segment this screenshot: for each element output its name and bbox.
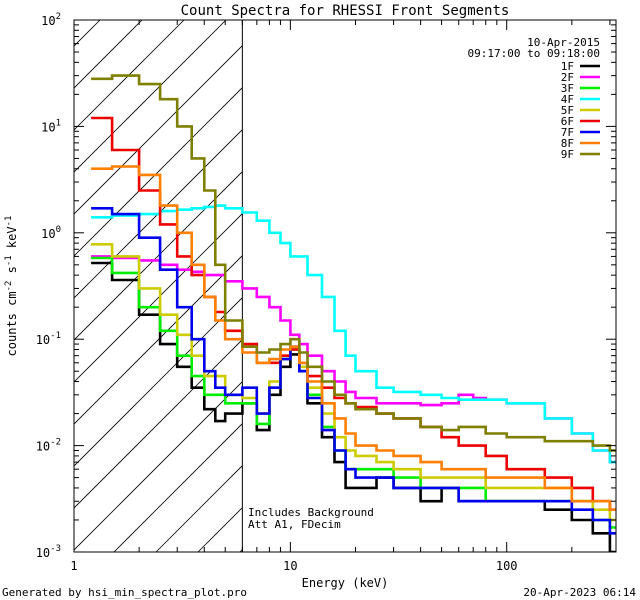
y-tick-label: 10-1 <box>36 331 61 347</box>
y-axis-label: counts cm-2 s-1 keV-1 <box>4 216 19 357</box>
y-tick-label: 10-3 <box>36 544 61 560</box>
y-tick-label: 10-2 <box>36 438 61 454</box>
x-tick-label: 10 <box>283 559 297 573</box>
legend-label-5F: 5F <box>561 104 574 117</box>
legend-label-2F: 2F <box>561 71 574 84</box>
y-tick-exp: -2 <box>50 438 61 448</box>
chart-title: Count Spectra for RHESSI Front Segments <box>181 3 510 19</box>
background-annotation: Includes Background <box>248 506 374 519</box>
y-tick-base: 10 <box>36 440 50 454</box>
y-label-exp-3: -1 <box>4 216 14 227</box>
hatch-line <box>74 297 243 467</box>
hatch-line <box>618 0 640 552</box>
plot-frame <box>73 19 617 553</box>
y-tick-base: 10 <box>36 333 50 347</box>
x-tick-label: 1 <box>70 559 77 573</box>
series-4F-line <box>91 204 616 464</box>
series-layer <box>91 74 616 552</box>
y-tick-label: 102 <box>41 12 61 28</box>
legend-label-3F: 3F <box>561 82 574 95</box>
y-tick-exp: -3 <box>50 544 61 554</box>
y-tick-base: 10 <box>41 120 55 134</box>
y-tick-base: 10 <box>36 546 50 560</box>
hatch-line <box>113 423 243 552</box>
y-label-exp-1: -2 <box>4 281 14 292</box>
date-label: 10-Apr-2015 <box>527 36 600 49</box>
hatch-line <box>74 339 243 509</box>
hatch-line <box>74 87 243 257</box>
shaded-background-region <box>74 0 640 552</box>
series-2F-line <box>91 255 616 464</box>
series-7F-line <box>91 207 616 535</box>
time-range-label: 09:17:00 to 09:18:00 <box>468 47 600 60</box>
hatch-line <box>576 0 640 552</box>
hatch-line <box>534 0 640 552</box>
y-tick-base: 10 <box>41 227 55 241</box>
legend-label-9F: 9F <box>561 148 574 161</box>
y-tick-exp: -1 <box>50 331 61 341</box>
y-tick-label: 100 <box>41 225 61 241</box>
hatch-line <box>74 171 243 341</box>
y-tick-exp: 1 <box>56 118 61 128</box>
y-tick-label: 101 <box>41 118 61 134</box>
hatch-line <box>74 129 243 299</box>
legend-label-4F: 4F <box>561 93 574 106</box>
y-label-exp-2: -1 <box>4 255 14 266</box>
y-label-part-1: counts cm <box>5 291 19 356</box>
legend-label-6F: 6F <box>561 115 574 128</box>
y-tick-exp: 2 <box>56 12 61 22</box>
series-8F-line <box>91 165 616 511</box>
hatch-line <box>74 45 243 215</box>
y-label-part-2: s <box>5 266 19 280</box>
hatch-line <box>74 20 101 47</box>
series-9F-line <box>91 74 616 452</box>
y-tick-exp: 0 <box>56 225 61 235</box>
y-tick-base: 10 <box>41 14 55 28</box>
legend-label-8F: 8F <box>561 137 574 150</box>
hatch-line <box>74 381 243 551</box>
generator-footer: Generated by hsi_min_spectra_plot.pro <box>2 586 247 599</box>
timestamp-footer: 20-Apr-2023 06:14 <box>523 586 636 599</box>
legend-label-7F: 7F <box>561 126 574 139</box>
x-tick-label: 100 <box>496 559 518 573</box>
legend-label-1F: 1F <box>561 60 574 73</box>
y-label-part-3: keV <box>5 226 19 255</box>
attenuator-annotation: Att A1, FDecim <box>248 518 341 531</box>
x-axis-label: Energy (keV) <box>302 576 389 590</box>
hatch-line <box>239 549 243 552</box>
